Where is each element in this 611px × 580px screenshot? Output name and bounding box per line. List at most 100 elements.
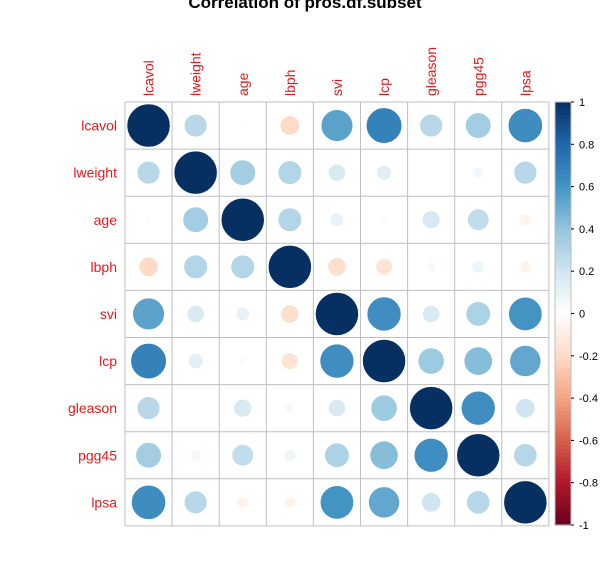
corr-circle-lcp-lweight [187,353,204,369]
corr-circle-lcavol-lcp [365,107,403,144]
colorbar-segment [555,520,571,526]
colorbar-segment [555,368,571,374]
col-label-lpsa: lpsa [517,70,533,96]
colorbar-segment [555,266,571,272]
colorbar-segment [555,486,571,492]
col-label-gleason: gleason [423,47,439,96]
colorbar-tick-label: -0.6 [579,435,598,447]
colorbar-segment [555,355,571,361]
corr-circle-lbph-lpsa [519,260,532,273]
colorbar-segment [555,334,571,340]
corr-circle-age-svi [329,212,345,227]
colorbar-segment [555,241,571,247]
corr-circle-lcavol-lpsa [507,108,543,143]
colorbar-segment [555,406,571,412]
colorbar-segment [555,516,571,522]
colorbar-segment [555,195,571,200]
colorbar-segment [555,402,571,408]
colorbar-tick-label: 0.2 [579,266,594,278]
corr-circle-lpsa-lcavol [131,484,166,520]
corr-circle-age-lbph [277,207,302,232]
colorbar-segment [555,364,571,370]
corr-circle-lcp-gleason [417,347,445,375]
colorbar-tick-label: 0.4 [579,224,594,236]
corr-circle-svi-age [235,306,250,322]
colorbar-segment [555,169,571,175]
colorbar-segment [555,372,571,378]
colorbar-segment [555,423,571,429]
colorbar-segment [555,173,571,179]
corr-circle-pgg45-svi [324,442,350,468]
colorbar-segment [555,178,571,183]
corr-circle-gleason-lcp [370,394,398,422]
colorbar-segment [555,389,571,395]
colorbar-segment [555,474,571,480]
corr-circle-lpsa-gleason [421,492,442,513]
colorbar-segment [555,503,571,509]
colorbar-tick-label: 0.8 [579,139,594,151]
colorbar-segment [555,237,571,243]
corr-circle-lcp-lpsa [509,345,542,377]
corr-circle-svi-lcavol [132,297,165,331]
chart-title: Correlation of pros.df.subset [188,0,422,12]
corr-circle-lweight-lcp [376,164,392,181]
corr-circle-pgg45-age [231,444,254,467]
col-label-lcavol: lcavol [141,60,157,96]
colorbar-tick-label: -1 [579,520,589,532]
colorbar-segment [555,165,571,171]
colorbar-segment [555,300,571,306]
colorbar-segment [555,482,571,488]
colorbar-segment [555,131,571,137]
corr-circle-svi-lcp [366,296,402,332]
corr-circle-lbph-lcavol [138,256,159,277]
colorbar-segment [555,330,571,336]
corr-circle-lweight-pgg45 [472,167,484,179]
colorbar-segment [555,457,571,463]
colorbar-segment [555,233,571,238]
colorbar-segment [555,283,571,289]
colorbar-segment [555,376,571,382]
corr-circle-lcp-lbph [281,352,299,370]
colorbar-segment [555,313,571,319]
corr-circle-lweight-age [229,159,256,186]
corr-circle-pgg45-lweight [190,449,202,461]
colorbar-segment [555,461,571,467]
corr-circle-lpsa-svi [319,485,354,520]
colorbar-segment [555,275,571,281]
corr-circle-lpsa-lbph [283,496,296,509]
col-label-age: age [235,72,251,96]
colorbar-segment [555,207,571,213]
corr-circle-pgg45-lcp [369,440,399,470]
colorbar-segment [555,470,571,475]
colorbar-segment [555,271,571,277]
row-label-age: age [94,212,118,228]
corr-circle-gleason-age [233,398,252,418]
colorbar-segment [555,110,571,116]
colorbar-segment [555,216,571,222]
colorbar-segment [555,190,571,196]
corr-circle-lcp-lcavol [130,342,167,380]
colorbar-segment [555,453,571,458]
colorbar-segment [555,440,571,446]
corr-circle-age-lweight [182,206,209,233]
color-legend: 1 0.8 0.6 0.4 0.2 0 -0.2 -0.4 -0.6 -0.8 -1 [554,97,598,532]
corr-circle-age-pgg45 [467,208,490,231]
row-label-gleason: gleason [68,400,117,416]
corr-circle-lbph-lcp [375,258,393,276]
colorbar-segment [555,398,571,403]
colorbar-segment [555,156,571,162]
corr-circle-age-gleason [421,210,441,229]
corr-circle-lpsa-age [236,496,249,509]
colorbar-segment [555,144,571,150]
corr-circle-lcavol-lcavol [126,103,171,148]
corr-circle-gleason-pgg45 [460,390,496,426]
colorbar-tick-label: -0.4 [579,393,598,405]
corr-circle-lbph-gleason [426,261,437,272]
corr-circle-gleason-lbph [284,403,295,414]
corr-circle-lbph-lbph [268,245,312,289]
corr-circle-gleason-svi [328,399,346,418]
corr-circle-lcavol-lbph [279,115,300,136]
colorbar-segment [555,495,571,501]
corr-circle-gleason-lcavol [136,396,161,420]
colorbar-segment [555,419,571,425]
